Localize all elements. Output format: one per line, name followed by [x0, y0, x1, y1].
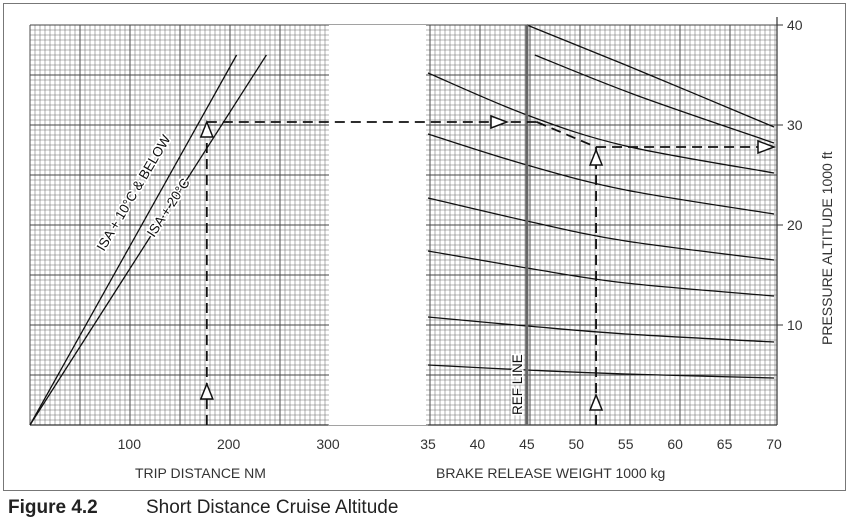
y-tick-label: 20 [787, 217, 803, 233]
example-curve-follow [536, 121, 597, 148]
example-arrow-up-weight [588, 392, 604, 411]
panel-gap [329, 25, 426, 425]
x-tick-label: 65 [717, 436, 733, 452]
y-axis-title: PRESSURE ALTITUDE 1000 ft [819, 151, 835, 345]
figure-caption: Figure 4.2 Short Distance Cruise Altitude [8, 497, 398, 519]
figure-title: Short Distance Cruise Altitude [146, 497, 399, 518]
x-tick-label: 300 [316, 436, 340, 452]
x-tick-label: 70 [766, 436, 782, 452]
x-tick-label: 40 [470, 436, 486, 452]
weight-upper-curve-1 [526, 24, 775, 128]
x-tick-label: 35 [420, 436, 436, 452]
distance-line-2 [29, 54, 267, 426]
x-tick-label: 100 [118, 436, 142, 452]
weight-upper-curve-2 [534, 54, 775, 144]
ref-line-label: REF LINE [510, 354, 525, 415]
example-arrow-right-mid [490, 114, 510, 130]
x-axis-title-distance: TRIP DISTANCE NM [135, 465, 266, 481]
figure-frame [3, 3, 846, 491]
weight-curve-1 [427, 72, 775, 174]
x-tick-label: 45 [519, 436, 535, 452]
x-tick-label: 50 [568, 436, 584, 452]
distance-line-1 [29, 54, 238, 426]
weight-curve-6 [427, 364, 775, 379]
example-arrow-up-distance [199, 381, 214, 400]
y-tick-label: 40 [787, 17, 803, 33]
y-tick-label: 30 [787, 117, 803, 133]
x-tick-label: 60 [667, 436, 683, 452]
y-tick-label: 10 [787, 317, 803, 333]
figure-number: Figure 4.2 [8, 497, 98, 518]
x-axis-title-weight: BRAKE RELEASE WEIGHT 1000 kg [436, 465, 665, 481]
weight-curve-4 [427, 250, 775, 297]
x-tick-label: 200 [217, 436, 241, 452]
example-arrow-up-distance-top [199, 119, 214, 138]
weight-curve-3 [427, 197, 775, 261]
weight-curve-2 [427, 133, 775, 215]
example-arrow-up-weight-top [588, 147, 604, 166]
weight-curve-5 [427, 316, 775, 343]
x-tick-label: 55 [618, 436, 634, 452]
example-arrow-right-result [757, 139, 777, 155]
